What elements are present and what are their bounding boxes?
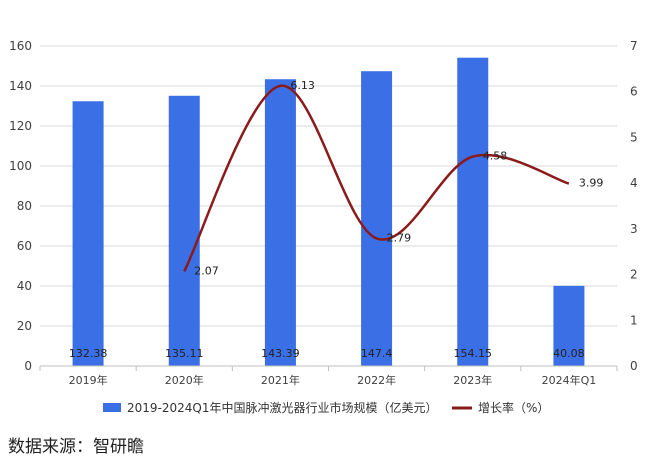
y-right-tick-label: 6: [630, 85, 638, 99]
bar-value-label: 147.4: [361, 347, 393, 360]
chart: 0 20 40 60 80 100 120 140 160 0 1 2 3 4 5 6 7 2019年 2020年 2…: [9, 39, 638, 415]
y-left-tick-label: 40: [17, 279, 32, 293]
growth-value-label: 3.99: [579, 177, 604, 190]
x-tick-label: 2019年: [69, 373, 108, 387]
y-left-tick-label: 80: [17, 199, 32, 213]
x-tick-label: 2020年: [165, 373, 204, 387]
legend-bar-swatch: [103, 403, 121, 412]
y-right-tick-label: 5: [630, 130, 638, 144]
y-left-tick-label: 60: [17, 239, 32, 253]
y-right-tick-label: 7: [630, 39, 638, 53]
growth-line-series: [183, 84, 570, 272]
growth-value-label: 2.07: [194, 264, 219, 277]
bar: [457, 57, 489, 366]
y-left-tick-label: 120: [9, 119, 32, 133]
legend-bar-label: 2019-2024Q1年中国脉冲激光器行业市场规模（亿美元）: [127, 400, 438, 415]
growth-value-label: 2.79: [387, 231, 412, 244]
gridlines: [40, 45, 617, 327]
bar: [361, 71, 393, 366]
axes: 0 20 40 60 80 100 120 140 160 0 1 2 3 4 5 6 7 2019年 2020年 2…: [9, 39, 638, 387]
bar: [72, 101, 104, 367]
y-right-tick-label: 1: [630, 313, 638, 327]
y-left-tick-label: 0: [24, 359, 32, 373]
bar: [264, 79, 296, 366]
y-right-tick-label: 3: [630, 222, 638, 236]
legend-line-label: 增长率（%）: [478, 400, 549, 415]
x-tick-label: 2023年: [453, 373, 492, 387]
x-tick-label: 2024年Q1: [542, 373, 597, 387]
bar-value-label: 132.38: [69, 347, 108, 360]
x-tick-label: 2022年: [357, 373, 396, 387]
bar-series: [72, 57, 585, 367]
growth-line: [183, 84, 570, 272]
bar-value-label: 40.08: [553, 347, 585, 360]
bar-value-label: 143.39: [261, 347, 300, 360]
y-left-tick-label: 160: [9, 39, 32, 53]
y-left-tick-label: 100: [9, 159, 32, 173]
y-right-tick-label: 2: [630, 268, 638, 282]
y-right-tick-label: 0: [630, 359, 638, 373]
y-left-tick-label: 20: [17, 319, 32, 333]
bar: [168, 95, 200, 366]
x-tick-label: 2021年: [261, 373, 300, 387]
bar: [553, 285, 585, 366]
y-left-tick-label: 140: [9, 79, 32, 93]
bar-value-label: 135.11: [165, 347, 204, 360]
y-right-tick-label: 4: [630, 176, 638, 190]
growth-value-label: 4.58: [483, 150, 508, 163]
source-note: 数据来源：智研瞻: [8, 437, 144, 457]
legend: 2019-2024Q1年中国脉冲激光器行业市场规模（亿美元） 增长率（%）: [103, 400, 549, 415]
data-labels: 132.38 135.11 143.39 147.4 154.15 40.08 2.07 6.…: [69, 79, 604, 360]
bar-value-label: 154.15: [454, 347, 493, 360]
growth-value-label: 6.13: [290, 79, 315, 92]
